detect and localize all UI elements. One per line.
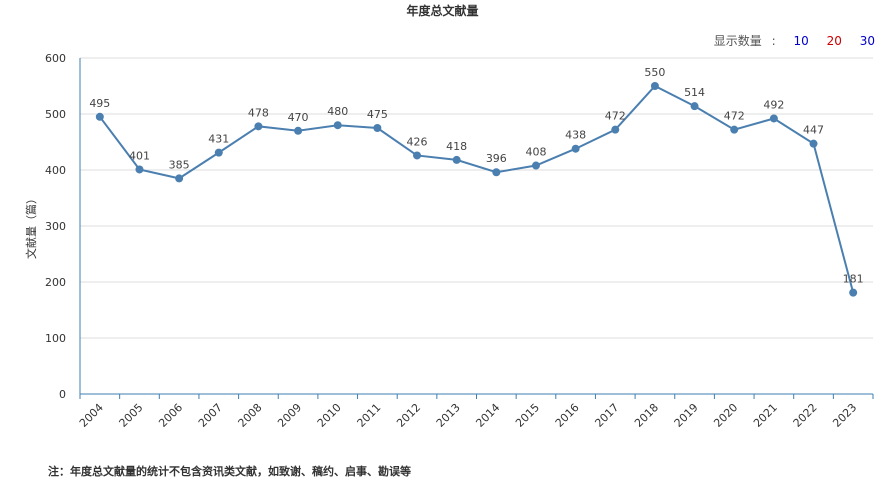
- data-labels: 495 401 385 431 478 470 480 475 426 418 396 408 438 4…: [89, 66, 863, 286]
- data-point: [294, 126, 303, 135]
- x-tick-label: 2013: [434, 401, 463, 430]
- data-label: 550: [644, 66, 665, 79]
- y-tick-labels: 0 100 200 300 400 500 600: [45, 52, 66, 401]
- data-label: 472: [724, 110, 745, 123]
- x-tick-label: 2022: [791, 401, 820, 430]
- data-label: 431: [208, 133, 229, 146]
- data-label: 495: [89, 97, 110, 110]
- data-point: [531, 161, 540, 170]
- x-tick-label: 2011: [355, 401, 384, 430]
- y-tick-label: 300: [45, 220, 66, 233]
- data-point: [135, 165, 144, 174]
- display-count-option-10[interactable]: 10: [793, 34, 809, 48]
- data-label: 408: [525, 146, 546, 159]
- data-point: [730, 125, 739, 134]
- x-tick-labels: 2004 2005 2006 2007 2008 2009 2010 2011 2012 2013…: [77, 401, 859, 430]
- data-point: [809, 139, 818, 148]
- y-tick-label: 100: [45, 332, 66, 345]
- x-tick-label: 2004: [77, 401, 106, 430]
- x-tick-label: 2012: [394, 401, 423, 430]
- y-tick-label: 200: [45, 276, 66, 289]
- x-tick-label: 2021: [751, 401, 780, 430]
- data-point: [571, 144, 580, 153]
- data-point: [650, 82, 659, 90]
- data-point: [95, 112, 104, 121]
- data-label: 475: [367, 108, 388, 121]
- data-point: [849, 288, 858, 297]
- data-point: [690, 102, 699, 111]
- x-tick-label: 2015: [513, 401, 542, 430]
- data-point: [175, 174, 184, 183]
- data-point: [611, 125, 620, 134]
- x-tick-label: 2014: [473, 401, 502, 430]
- x-tick-label: 2008: [236, 401, 265, 430]
- data-point: [769, 114, 778, 123]
- axes: [79, 58, 874, 399]
- data-point: [333, 121, 342, 130]
- data-label: 181: [843, 273, 864, 286]
- data-label: 492: [763, 98, 784, 111]
- x-tick-label: 2006: [156, 401, 185, 430]
- grid-lines: [80, 57, 873, 339]
- data-label: 396: [486, 152, 507, 165]
- data-point: [214, 148, 223, 157]
- chart-title: 年度总文献量: [406, 4, 479, 18]
- display-count-label: 显示数量: [713, 34, 762, 48]
- x-tick-label: 2020: [711, 401, 740, 430]
- data-label: 480: [327, 105, 348, 118]
- series-line: [99, 84, 855, 293]
- y-tick-label: 600: [45, 52, 66, 65]
- display-count-option-30[interactable]: 30: [859, 34, 875, 48]
- x-tick-label: 2016: [553, 401, 582, 430]
- x-tick-label: 2007: [196, 401, 225, 430]
- data-label: 385: [169, 158, 190, 171]
- x-tick-label: 2017: [592, 401, 621, 430]
- data-label: 514: [684, 86, 705, 99]
- x-tick-label: 2010: [315, 401, 344, 430]
- display-count-separator: :: [771, 34, 776, 48]
- data-point: [254, 122, 263, 131]
- data-label: 472: [605, 110, 626, 123]
- data-label: 438: [565, 129, 586, 142]
- y-tick-label: 400: [45, 164, 66, 177]
- x-tick-label: 2005: [117, 401, 146, 430]
- data-label: 447: [803, 124, 824, 137]
- data-point: [373, 124, 382, 132]
- data-points: [95, 82, 858, 297]
- y-tick-label: 0: [59, 388, 66, 401]
- data-point: [413, 151, 422, 160]
- x-tick-label: 2018: [632, 401, 661, 430]
- data-label: 478: [248, 106, 269, 119]
- y-axis-label: 文献量（篇）: [24, 193, 38, 259]
- data-label: 426: [407, 135, 428, 148]
- y-tick-label: 500: [45, 108, 66, 121]
- display-count-selector: 显示数量 : 10 20 30: [714, 32, 875, 49]
- data-point: [492, 168, 501, 177]
- x-tick-label: 2009: [275, 401, 304, 430]
- data-label: 470: [288, 111, 309, 124]
- footnote: 注：年度总文献量的统计不包含资讯类文献，如致谢、稿约、启事、勘误等: [48, 465, 411, 478]
- display-count-option-20[interactable]: 20: [826, 34, 842, 48]
- data-label: 418: [446, 140, 467, 153]
- x-tick-label: 2023: [830, 401, 859, 430]
- data-label: 401: [129, 149, 150, 162]
- x-tick-label: 2019: [672, 401, 701, 430]
- data-point: [452, 155, 461, 164]
